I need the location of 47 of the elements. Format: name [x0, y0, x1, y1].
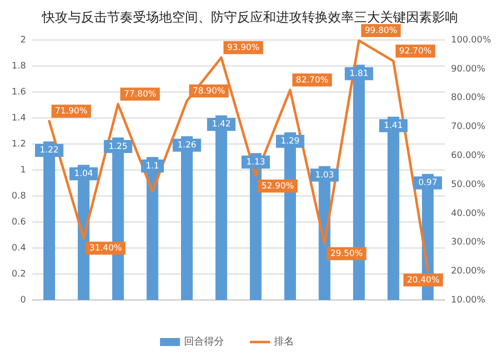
y2-tick-label: 30.00%: [451, 238, 486, 248]
data-label: 52.90%: [261, 181, 294, 192]
y-tick-label: 0.6: [12, 217, 26, 228]
y-tick-label: 1: [20, 165, 26, 176]
y2-tick-label: 40.00%: [451, 208, 486, 219]
chart-title: 快攻与反击节奏受场地空间、防守反应和进攻转换效率三大关键因素影响: [41, 10, 458, 26]
y2-tick-label: 20.00%: [451, 266, 486, 277]
y2-tick-label: 70.00%: [451, 122, 486, 132]
y-tick-label: 1.2: [12, 139, 26, 150]
data-label: 31.40%: [89, 244, 122, 254]
legend-label: 排名: [274, 336, 294, 348]
y-tick-label: 0.8: [12, 191, 26, 202]
y-tick-label: 1.6: [12, 87, 26, 98]
data-label: 20.40%: [406, 275, 440, 286]
y-tick-label: 0: [20, 295, 26, 306]
y-tick-label: 0.2: [12, 269, 26, 280]
data-label: 1.26: [177, 140, 196, 151]
y2-tick-label: 60.00%: [451, 151, 486, 162]
y-tick-label: 1.4: [12, 113, 26, 124]
y2-tick-label: 90.00%: [451, 64, 486, 74]
data-label: 1.41: [384, 121, 403, 132]
data-label: 78.90%: [192, 86, 226, 96]
data-label: 92.70%: [399, 46, 432, 56]
data-label: 1.81: [349, 69, 368, 80]
y2-tick-label: 10.00%: [451, 295, 486, 306]
y2-tick-label: 100.00%: [451, 35, 492, 46]
y-tick-label: 0.4: [12, 243, 26, 254]
data-label: 99.80%: [364, 26, 398, 36]
data-label: 71.90%: [54, 106, 88, 117]
y-tick-label: 1.8: [12, 61, 26, 72]
data-label: 1.13: [246, 157, 266, 168]
data-label: 1.42: [212, 120, 231, 130]
y2-tick-label: 50.00%: [451, 180, 486, 190]
data-label: 1.29: [280, 136, 300, 147]
data-label: 1.04: [74, 169, 94, 180]
data-label: 93.90%: [227, 42, 260, 53]
y2-tick-label: 80.00%: [451, 93, 486, 104]
data-label: 1.03: [315, 170, 334, 180]
data-label: 0.97: [418, 178, 438, 188]
data-label: 1.22: [40, 146, 59, 156]
data-label: 1.25: [108, 142, 128, 152]
data-label: 77.80%: [124, 89, 156, 100]
data-label: 82.70%: [296, 75, 328, 86]
data-label: 1.1: [146, 161, 160, 172]
data-label: 29.50%: [330, 248, 363, 259]
legend-label: 回合得分: [184, 336, 224, 348]
y-tick-label: 2: [20, 35, 26, 46]
